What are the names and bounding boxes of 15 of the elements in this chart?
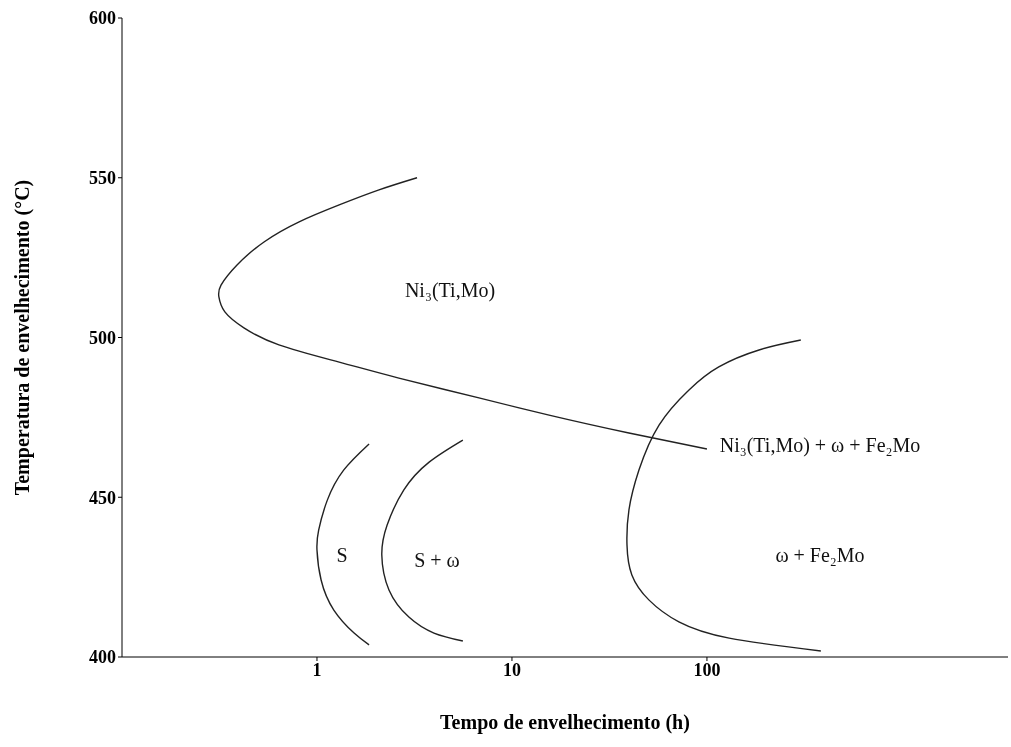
- y-axis-title: Temperatura de envelhecimento (°C): [11, 179, 35, 496]
- annotation: S: [336, 543, 348, 567]
- x-axis-title: Tempo de envelhecimento (h): [440, 711, 690, 734]
- annotation: S + ω: [414, 548, 460, 572]
- x-tick-label: 100: [693, 659, 721, 680]
- x-tick-label: 1: [312, 659, 322, 680]
- annotation: Ni₃(Ti,Mo): [404, 278, 496, 302]
- x-tick-label: 10: [502, 659, 521, 680]
- y-tick-label: 550: [89, 168, 116, 189]
- annotation: ω + Fe₂Mo: [775, 543, 865, 567]
- y-tick-label: 600: [89, 8, 116, 29]
- y-tick-label: 500: [89, 327, 116, 348]
- y-tick-label: 400: [89, 647, 116, 668]
- y-tick-label: 450: [89, 487, 116, 508]
- annotation: Ni₃(Ti,Mo) + ω + Fe₂Mo: [719, 433, 921, 457]
